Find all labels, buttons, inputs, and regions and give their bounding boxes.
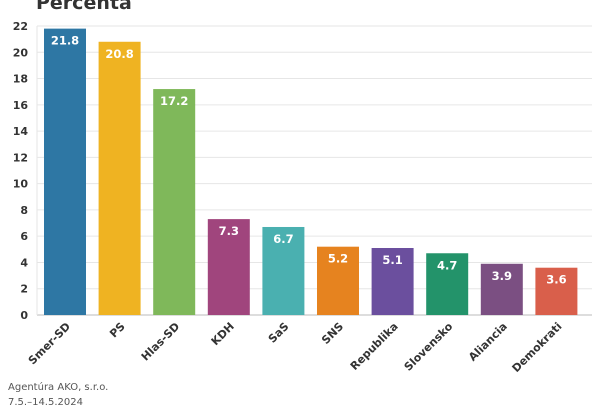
x-tick-label: SaS	[266, 320, 292, 346]
data-label: 5.1	[382, 253, 402, 267]
x-tick-label: Republika	[348, 320, 401, 373]
y-tick-label: 16	[13, 99, 29, 112]
data-label: 20.8	[105, 47, 133, 61]
x-tick-label: Slovensko	[402, 320, 456, 374]
x-tick-label: Aliancia	[466, 320, 510, 364]
bar-ps	[98, 41, 141, 315]
data-label: 21.8	[51, 34, 79, 48]
data-label: 6.7	[273, 232, 293, 246]
y-tick-label: 4	[20, 256, 28, 269]
bar-sas	[262, 226, 305, 315]
y-tick-label: 8	[20, 204, 28, 217]
x-tick-label: Demokrati	[509, 320, 564, 375]
x-tick-label: SNS	[319, 320, 346, 347]
source-line-1: Agentúra AKO, s.r.o.	[8, 382, 109, 393]
y-tick-label: 12	[13, 151, 28, 164]
y-tick-label: 10	[13, 178, 29, 191]
bar-aliancia	[480, 263, 523, 315]
data-label: 3.6	[546, 273, 566, 287]
data-label: 3.9	[492, 269, 512, 283]
y-tick-label: 6	[20, 230, 28, 243]
bar-sns	[317, 246, 359, 315]
bar-hlas-sd	[153, 89, 196, 316]
bar-demokrati	[535, 267, 578, 315]
x-tick-label: Smer-SD	[26, 320, 73, 367]
y-tick-label: 22	[13, 20, 28, 33]
y-tick-label: 20	[13, 46, 29, 59]
x-tick-label: PS	[107, 320, 128, 341]
source-line-2: 7.5.–14.5.2024	[8, 397, 83, 408]
data-label: 7.3	[219, 224, 239, 238]
bar-slovensko	[426, 253, 469, 315]
y-tick-label: 0	[20, 309, 28, 322]
x-tick-label: Hlas-SD	[139, 320, 183, 364]
bar-smer-sd	[44, 28, 86, 316]
y-tick-label: 2	[20, 283, 28, 296]
source-note: Agentúra AKO, s.r.o. 7.5.–14.5.2024	[8, 380, 108, 410]
data-label: 17.2	[160, 94, 188, 108]
x-tick-label: KDH	[209, 320, 237, 348]
data-label: 4.7	[437, 258, 457, 272]
bar-republika	[371, 248, 414, 315]
bar-chart: 0 2 4 6 8 10 12 14 16 18 20 22 21.8 Smer-SD 20.8 PS 17.2…	[13, 20, 592, 375]
y-tick-label: 14	[13, 125, 29, 138]
chart-title: Percenta	[36, 0, 132, 14]
bar-kdh	[207, 219, 250, 315]
y-tick-label: 18	[13, 73, 28, 86]
data-label: 5.2	[328, 252, 348, 266]
